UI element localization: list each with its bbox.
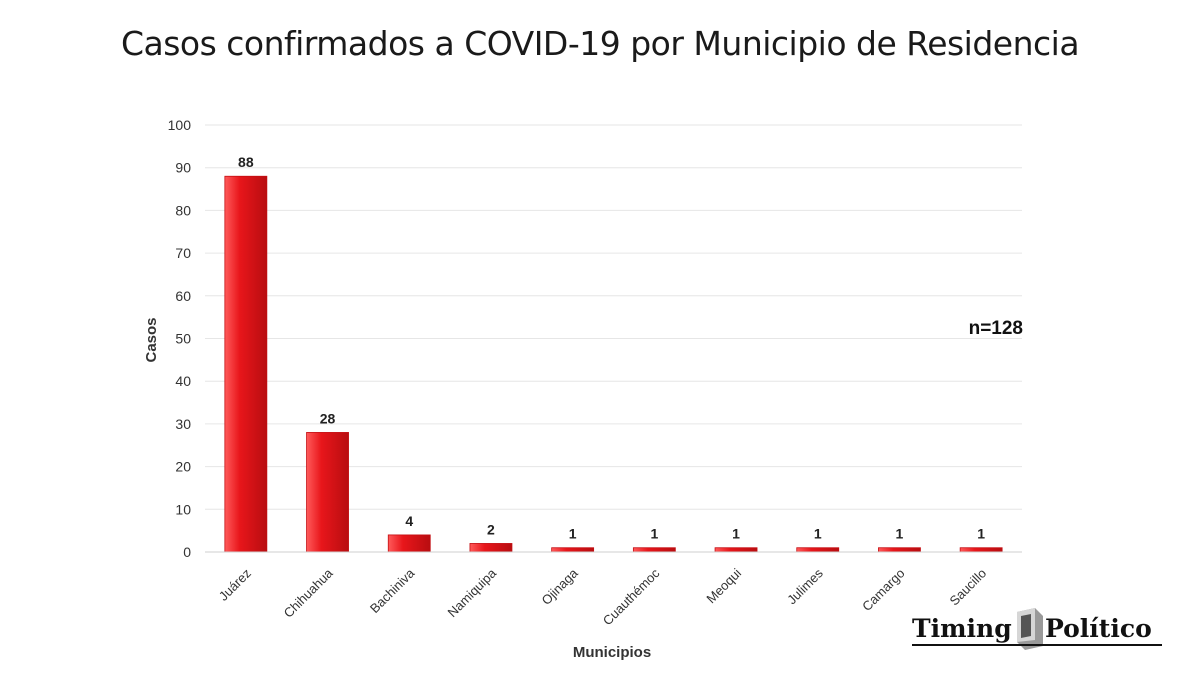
data-label-saucillo: 1 (977, 526, 985, 542)
data-label-chihuahua: 28 (320, 410, 336, 426)
grid-lines (205, 124, 1022, 510)
x-category-label: Julimes (784, 565, 826, 607)
y-tick-label: 100 (168, 117, 192, 133)
bar-camargo (878, 547, 921, 553)
logo-rule (912, 644, 1162, 646)
y-tick-label: 30 (175, 416, 191, 432)
bar-saucillo (959, 547, 1003, 553)
timing-politico-logo: Timing Político (912, 606, 1162, 650)
data-label-juárez: 88 (238, 154, 254, 170)
bar-namiquipa (469, 543, 513, 553)
x-category-label: Saucillo (946, 566, 989, 609)
sample-size-annotation: n=128 (969, 318, 1023, 339)
data-label-cuauthémoc: 1 (650, 526, 658, 542)
bar-ojinaga (551, 547, 595, 553)
bar-julimes (796, 547, 840, 553)
x-category-label: Cuauthémoc (600, 565, 663, 628)
y-axis-ticks: 0 10 20 30 40 50 60 70 80 90 100 (168, 117, 192, 560)
data-label-bachiniva: 4 (405, 513, 413, 529)
x-category-label: Namiquipa (445, 565, 500, 620)
bars (224, 175, 1003, 553)
bar-juárez (224, 175, 268, 553)
data-label-camargo: 1 (896, 526, 904, 542)
y-tick-label: 90 (175, 160, 191, 176)
y-tick-label: 40 (175, 373, 191, 389)
data-labels: 88 28 4 2 1 1 1 1 1 1 (238, 154, 985, 541)
bar-meoqui (714, 547, 758, 553)
y-tick-label: 80 (175, 202, 191, 218)
y-tick-label: 10 (175, 501, 191, 517)
data-label-meoqui: 1 (732, 526, 740, 542)
y-tick-label: 60 (175, 288, 191, 304)
x-category-label: Bachiniva (367, 565, 418, 616)
chart-title: Casos confirmados a COVID-19 por Municip… (120, 24, 1080, 63)
bar-chihuahua (306, 432, 349, 553)
y-tick-label: 70 (175, 245, 191, 261)
x-category-label: Meoqui (703, 565, 744, 606)
x-axis-title: Municipios (573, 644, 651, 661)
x-category-label: Camargo (859, 566, 907, 614)
x-axis-categories: Juárez Chihuahua Bachiniva Namiquipa Ojinaga… (216, 565, 990, 628)
data-label-ojinaga: 1 (569, 526, 577, 542)
data-label-namiquipa: 2 (487, 521, 495, 537)
x-category-label: Chihuahua (281, 565, 337, 621)
logo-emblem-icon (1017, 608, 1043, 650)
x-category-label: Juárez (216, 566, 254, 604)
logo-word-right: Político (1045, 614, 1152, 643)
y-tick-label: 0 (183, 544, 191, 560)
bar-bachiniva (387, 534, 431, 553)
y-axis-title: Casos (143, 317, 160, 362)
x-category-label: Ojinaga (538, 565, 581, 608)
logo-word-left: Timing (912, 614, 1012, 643)
y-tick-label: 50 (175, 331, 191, 347)
bar-cuauthémoc (632, 547, 676, 553)
data-label-julimes: 1 (814, 526, 822, 542)
y-tick-label: 20 (175, 459, 191, 475)
